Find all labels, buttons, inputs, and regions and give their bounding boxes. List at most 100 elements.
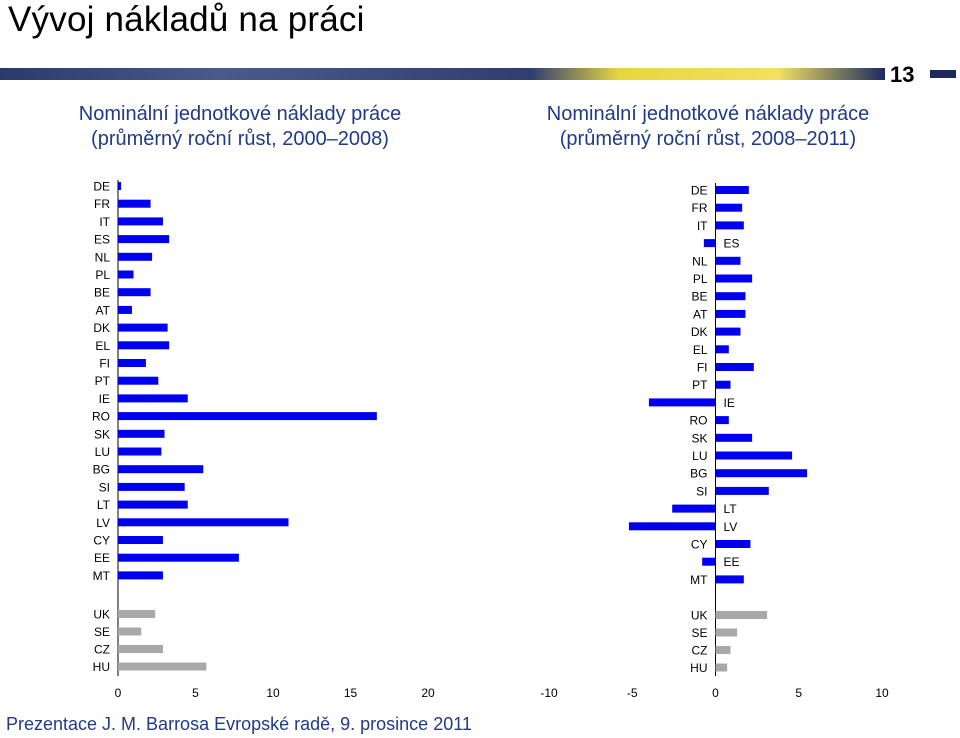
chart-1-bar-si xyxy=(715,486,769,495)
chart-1-category-label: PL xyxy=(693,272,708,286)
chart-0-category-label: IT xyxy=(99,215,110,229)
chart-1-category-label: DK xyxy=(691,325,708,339)
chart-1-tick-label: 10 xyxy=(875,686,889,700)
chart-1-bar-es xyxy=(703,239,716,248)
chart-0-bar-fi xyxy=(118,359,146,367)
chart-1-category-label: MT xyxy=(690,573,708,587)
chart-left-title-line1: Nominální jednotkové náklady práce xyxy=(78,103,402,125)
chart-0-bar-be xyxy=(118,288,151,297)
chart-0-category-label: AT xyxy=(96,303,111,317)
chart-1-category-label: LV xyxy=(724,520,738,534)
chart-0-bar-si xyxy=(118,482,185,491)
chart-0-category-label: CY xyxy=(93,534,110,548)
chart-1-category-label: IE xyxy=(724,396,735,410)
chart-1-category-label: SK xyxy=(691,431,707,445)
chart-0-category-label: HU xyxy=(93,660,110,674)
chart-0-bar-dk xyxy=(118,323,168,332)
chart-0-bar-cy xyxy=(118,536,163,544)
chart-1-bar-mt xyxy=(715,575,744,584)
chart-0-category-label: BE xyxy=(94,286,110,300)
chart-1-bar-se xyxy=(715,628,738,637)
chart-1-category-label: DE xyxy=(691,184,708,198)
chart-1-bar-nl xyxy=(715,256,741,265)
chart-1-bar-lv xyxy=(628,522,716,531)
chart-0-bar-sk xyxy=(118,429,165,438)
chart-1-category-label: NL xyxy=(692,254,708,268)
chart-0-bar-ie xyxy=(118,394,188,403)
chart-0-bar-mt xyxy=(118,571,163,580)
chart-1-category-label: LT xyxy=(724,502,738,516)
chart-0-bar-pt xyxy=(118,376,159,385)
header-band-accent xyxy=(930,70,956,78)
chart-1-category-label: FI xyxy=(697,361,708,375)
page-title: Vývoj nákladů na práci xyxy=(8,0,365,39)
chart-1-category-label: BE xyxy=(691,290,707,304)
chart-1-bar-el xyxy=(715,345,729,354)
chart-0-bar-it xyxy=(118,217,163,226)
chart-0-category-label: LT xyxy=(97,498,111,512)
chart-0-category-label: LU xyxy=(95,445,110,459)
chart-0-category-label: FR xyxy=(94,197,110,211)
chart-1-category-label: UK xyxy=(691,609,708,623)
chart-right-title-line1: Nominální jednotkové náklady práce xyxy=(546,103,870,125)
header-band xyxy=(0,68,885,80)
chart-1-bar-fr xyxy=(715,203,743,212)
chart-0-category-label: SE xyxy=(94,625,110,639)
slide-number: 13 xyxy=(890,62,915,87)
chart-1-bar-hu xyxy=(715,663,728,672)
chart-1-category-label: CZ xyxy=(692,644,708,658)
chart-0-bar-nl xyxy=(118,252,153,261)
chart-1-bar-sk xyxy=(715,433,753,442)
chart-1-bar-pt xyxy=(715,380,731,389)
chart-0-tick-label: 10 xyxy=(266,686,280,700)
chart-0-bar-lv xyxy=(118,518,289,527)
chart-0-bar-cz xyxy=(118,645,163,653)
chart-0-bar-el xyxy=(118,341,170,350)
chart-0-category-label: FI xyxy=(99,357,110,371)
chart-1-bar-ie xyxy=(648,398,716,407)
chart-1-tick-label: 5 xyxy=(795,686,802,700)
chart-0-bar-uk xyxy=(118,610,156,618)
chart-0-category-label: LV xyxy=(96,516,110,530)
chart-1-category-label: LU xyxy=(692,449,707,463)
chart-1-bar-lt xyxy=(672,504,716,513)
chart-1-category-label: EL xyxy=(693,343,708,357)
chart-1-category-label: IT xyxy=(697,219,708,233)
chart-0-bar-es xyxy=(118,235,170,244)
chart-0-bar-pl xyxy=(118,270,134,279)
chart-0-category-label: IE xyxy=(99,392,110,406)
chart-0-bar-de xyxy=(118,182,122,190)
chart-1-category-label: HU xyxy=(690,661,707,675)
chart-1-category-label: BG xyxy=(690,467,707,481)
chart-0-category-label: MT xyxy=(93,569,111,583)
chart-1-category-label: FR xyxy=(692,201,708,215)
chart-1-tick-label: -5 xyxy=(627,686,638,700)
chart-1-category-label: CY xyxy=(691,538,708,552)
chart-0-category-label: SI xyxy=(99,480,110,494)
chart-0-category-label: CZ xyxy=(94,643,110,657)
chart-0-tick-label: 5 xyxy=(192,686,199,700)
chart-1-category-label: SI xyxy=(696,484,707,498)
chart-1-category-label: EE xyxy=(724,555,740,569)
chart-left-title: Nominální jednotkové náklady práce (prům… xyxy=(15,102,465,152)
chart-1-category-label: SE xyxy=(691,626,707,640)
chart-1-bar-uk xyxy=(715,611,768,619)
chart-0-bar-lu xyxy=(118,447,162,456)
chart-0-tick-label: 0 xyxy=(115,686,122,700)
chart-0-bar-fr xyxy=(118,199,151,208)
chart-0-category-label: EE xyxy=(94,551,110,565)
chart-1-bar-lu xyxy=(715,451,793,460)
chart-0-category-label: NL xyxy=(95,250,111,264)
chart-0-bar-ee xyxy=(118,553,239,562)
chart-0-category-label: ES xyxy=(94,233,110,247)
chart-1-category-label: RO xyxy=(690,414,708,428)
chart-0-category-label: SK xyxy=(94,427,110,441)
chart-0-bar-at xyxy=(118,305,132,314)
chart-0-category-label: BG xyxy=(93,463,110,477)
chart-0-category-label: DK xyxy=(93,321,110,335)
chart-0-bar-lt xyxy=(118,500,188,509)
chart-1-category-label: AT xyxy=(693,307,708,321)
chart-0-category-label: PT xyxy=(95,374,111,388)
chart-0-category-label: PL xyxy=(95,268,110,282)
